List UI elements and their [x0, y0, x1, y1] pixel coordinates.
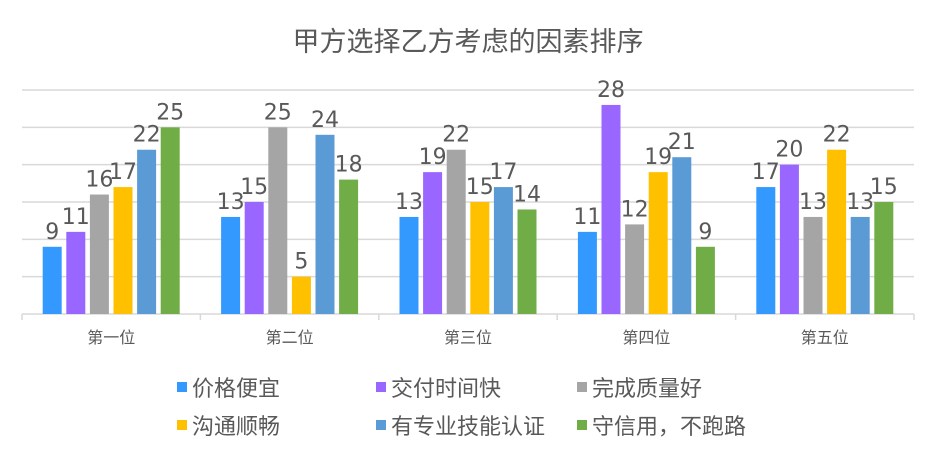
data-label: 15	[870, 175, 898, 200]
legend-swatch	[177, 420, 187, 430]
x-tick-label: 第一位	[87, 328, 135, 347]
data-label: 17	[752, 160, 780, 185]
legend-item: 沟通顺畅	[177, 409, 280, 441]
bar	[160, 127, 180, 314]
data-label: 11	[62, 205, 90, 230]
bar	[803, 216, 823, 314]
bar	[66, 231, 86, 314]
x-tick-label: 第三位	[444, 328, 492, 347]
data-label: 19	[644, 145, 672, 170]
bar	[648, 172, 668, 314]
legend-swatch	[177, 382, 187, 392]
legend-label: 守信用，不跑路	[592, 415, 747, 440]
bar	[291, 276, 311, 314]
bar	[672, 157, 692, 314]
data-label: 11	[573, 205, 601, 230]
bar	[221, 216, 241, 314]
bar	[113, 187, 133, 314]
data-label: 24	[311, 108, 339, 133]
data-label: 5	[294, 250, 308, 275]
legend-item: 价格便宜	[177, 371, 280, 403]
bar	[827, 149, 847, 314]
bar	[339, 179, 359, 314]
legend-swatch	[376, 420, 386, 430]
chart-title: 甲方选择乙方考虑的因素排序	[292, 27, 644, 58]
bar	[577, 231, 597, 314]
legend-swatch	[376, 382, 386, 392]
data-label: 22	[133, 123, 161, 148]
bar	[601, 104, 621, 314]
legend-label: 完成质量好	[592, 377, 703, 402]
data-label: 13	[217, 190, 245, 215]
bar	[625, 224, 645, 314]
data-label: 22	[823, 123, 851, 148]
data-label: 25	[264, 100, 292, 125]
legend-label: 有专业技能认证	[391, 415, 546, 440]
data-label: 9	[45, 220, 59, 245]
bar	[268, 127, 288, 314]
bar	[315, 134, 335, 314]
bar	[423, 172, 443, 314]
legend-item: 交付时间快	[376, 371, 501, 403]
data-label: 12	[621, 197, 649, 222]
data-label: 13	[395, 190, 423, 215]
legend-swatch	[577, 420, 587, 430]
bar	[779, 164, 799, 314]
bar	[89, 194, 109, 314]
bar	[493, 187, 513, 314]
bar	[850, 216, 870, 314]
data-label: 18	[335, 153, 363, 178]
data-label: 14	[513, 182, 541, 207]
legend-label: 沟通顺畅	[192, 415, 281, 440]
data-label: 17	[109, 160, 137, 185]
data-label: 15	[240, 175, 268, 200]
x-tick-label: 第五位	[801, 328, 849, 347]
legend-item: 完成质量好	[577, 371, 702, 403]
x-tick-label: 第二位	[266, 328, 314, 347]
data-label: 15	[466, 175, 494, 200]
data-label: 9	[698, 220, 712, 245]
bar	[470, 202, 490, 314]
data-label: 16	[85, 168, 113, 193]
bar	[42, 246, 62, 314]
legend-item: 守信用，不跑路	[577, 409, 746, 441]
bar	[756, 187, 776, 314]
bar	[399, 216, 419, 314]
bar	[695, 246, 715, 314]
data-label: 20	[775, 138, 803, 163]
data-label: 13	[799, 190, 827, 215]
bar	[874, 202, 894, 314]
data-label: 22	[442, 123, 470, 148]
legend-label: 交付时间快	[391, 377, 502, 402]
data-label: 13	[846, 190, 874, 215]
data-label: 25	[156, 100, 184, 125]
bar	[137, 149, 157, 314]
bar	[244, 202, 264, 314]
data-label: 17	[489, 160, 517, 185]
bar	[517, 209, 537, 314]
legend-swatch	[577, 382, 587, 392]
data-label: 28	[597, 78, 625, 103]
bar	[446, 149, 466, 314]
data-label: 19	[419, 145, 447, 170]
data-label: 21	[668, 130, 696, 155]
legend-item: 有专业技能认证	[376, 409, 545, 441]
x-tick-label: 第四位	[622, 328, 670, 347]
legend-label: 价格便宜	[192, 377, 281, 402]
